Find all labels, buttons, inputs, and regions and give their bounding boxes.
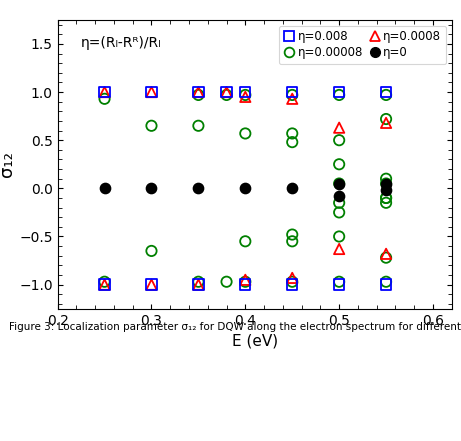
Point [383,180,390,187]
Point [289,231,296,238]
Point [383,187,390,194]
Point [242,238,249,245]
Point [148,122,155,129]
Point [223,89,230,96]
Point [383,194,390,202]
Point [242,89,249,96]
Point [289,185,296,192]
Point [383,254,390,261]
Point [195,281,202,288]
Point [289,89,296,96]
Point [195,281,202,288]
Point [289,274,296,281]
Point [195,278,202,285]
Point [336,89,343,96]
Point [101,89,108,96]
Point [148,89,155,96]
Point [383,278,390,285]
X-axis label: E (eV): E (eV) [231,333,278,348]
Point [242,91,249,98]
Point [101,95,108,102]
Point [289,130,296,137]
Point [336,278,343,285]
Point [383,250,390,258]
Point [289,91,296,98]
Point [383,116,390,123]
Point [336,124,343,131]
Point [336,137,343,144]
Point [148,281,155,288]
Point [223,278,230,285]
Point [383,199,390,206]
Point [383,175,390,182]
Point [289,95,296,102]
Point [148,281,155,288]
Point [242,93,249,101]
Point [383,180,390,187]
Point [101,185,108,192]
Point [383,194,390,202]
Point [101,281,108,288]
Point [383,281,390,288]
Point [336,209,343,216]
Point [336,161,343,168]
Point [101,278,108,285]
Legend: η=0.008, η=0.00008, η=0.0008, η=0: η=0.008, η=0.00008, η=0.0008, η=0 [279,26,446,64]
Point [336,91,343,98]
Point [101,281,108,288]
Point [148,185,155,192]
Point [195,91,202,98]
Point [148,247,155,254]
Point [242,185,249,192]
Point [336,233,343,240]
Point [242,130,249,137]
Point [336,193,343,200]
Point [195,89,202,96]
Text: η=(Rₗ-Rᴿ)/Rₗ: η=(Rₗ-Rᴿ)/Rₗ [81,36,162,50]
Point [336,281,343,288]
Point [223,89,230,96]
Point [223,91,230,98]
Point [383,89,390,96]
Point [289,278,296,285]
Point [336,180,343,187]
Point [336,246,343,253]
Point [336,180,343,187]
Point [242,281,249,288]
Point [148,89,155,96]
Point [195,122,202,129]
Text: Figure 3: Localization parameter σ₁₂ for DQW along the electron spectrum for dif: Figure 3: Localization parameter σ₁₂ for… [9,322,461,332]
Point [242,278,249,285]
Point [195,185,202,192]
Point [289,138,296,146]
Point [383,91,390,98]
Point [195,89,202,96]
Point [383,120,390,127]
Point [289,281,296,288]
Point [289,238,296,245]
Point [242,276,249,284]
Point [101,89,108,96]
Point [336,199,343,206]
Y-axis label: σ₁₂: σ₁₂ [0,151,16,177]
